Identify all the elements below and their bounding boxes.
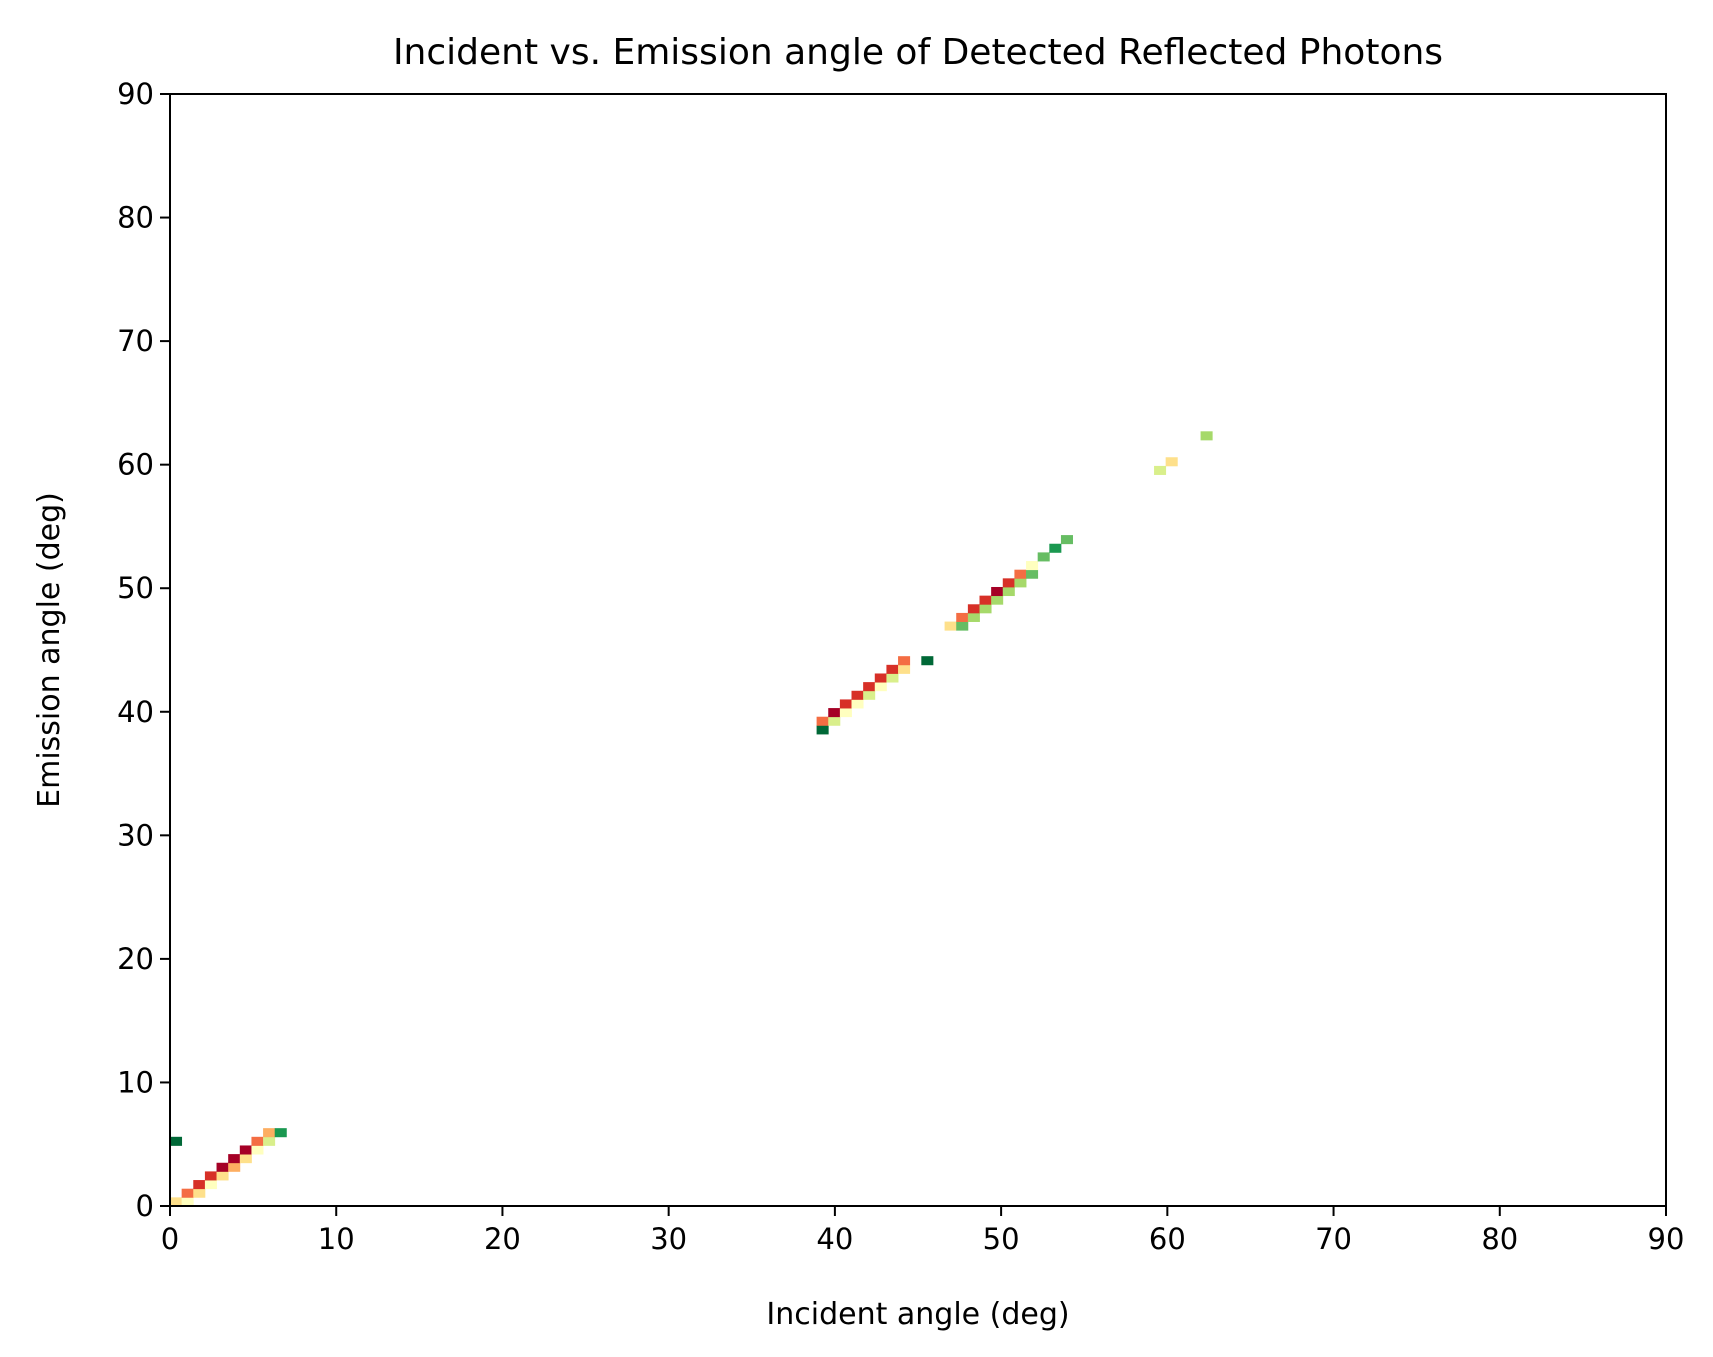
y-tick-label: 60 — [117, 448, 154, 482]
x-axis-label: Incident angle (deg) — [766, 1297, 1069, 1332]
heatmap-cell — [851, 690, 864, 700]
y-tick-label: 30 — [117, 818, 154, 852]
heatmap-cell — [1049, 543, 1062, 553]
heatmap-cell — [181, 1197, 194, 1207]
heatmap-cell — [181, 1188, 194, 1198]
heatmap-cell — [991, 586, 1004, 597]
heatmap-cell — [204, 1180, 217, 1190]
x-tick-label: 20 — [484, 1222, 521, 1256]
x-tick-label: 60 — [1149, 1222, 1186, 1256]
heatmap-cell — [839, 708, 852, 718]
x-tick-label: 10 — [318, 1222, 355, 1256]
x-tick-label: 0 — [161, 1222, 179, 1256]
heatmap-cell — [886, 664, 899, 674]
heatmap-cell — [816, 725, 829, 735]
y-tick-label: 10 — [117, 1065, 154, 1099]
heatmap-cell — [228, 1154, 241, 1164]
heatmap-cell — [251, 1145, 264, 1155]
heatmap-cell — [170, 1136, 183, 1146]
heatmap-cell — [874, 682, 887, 692]
heatmap-cell — [991, 595, 1004, 605]
heatmap-cell — [1026, 561, 1039, 571]
heatmap-cell — [239, 1145, 252, 1155]
heatmap-cell — [1037, 552, 1050, 562]
heatmap-cell — [204, 1171, 217, 1181]
heatmap-cell — [979, 604, 992, 614]
y-tick-label: 20 — [117, 942, 154, 976]
heatmap-cell — [944, 621, 957, 631]
heatmap-cell — [1002, 578, 1015, 588]
heatmap-cell — [828, 716, 841, 726]
heatmap-cell — [886, 673, 899, 683]
heatmap-cell — [274, 1128, 287, 1138]
heatmap-cell — [967, 604, 980, 614]
heatmap-cell — [1165, 457, 1178, 467]
axis-ticks: 0 10 20 30 40 50 60 70 80 90 0 10 20 30 40 50 60 70 80 90 — [117, 77, 1684, 1256]
heatmap-cell — [1200, 431, 1213, 441]
heatmap-cell — [216, 1171, 229, 1181]
heatmap-cells — [170, 431, 1213, 1207]
heatmap-cell — [1026, 569, 1039, 579]
y-tick-label: 0 — [136, 1189, 154, 1223]
y-tick-label: 40 — [117, 695, 154, 729]
heatmap-cell — [263, 1136, 276, 1146]
heatmap-cell — [1002, 586, 1015, 597]
x-tick-label: 80 — [1481, 1222, 1518, 1256]
heatmap-cell — [898, 656, 911, 666]
heatmap-cell — [921, 656, 934, 666]
chart-title: Incident vs. Emission angle of Detected … — [393, 32, 1443, 73]
heatmap-cell — [1060, 535, 1073, 545]
heatmap-cell — [967, 612, 980, 622]
heatmap-cell — [1014, 578, 1027, 588]
heatmap-cell — [863, 682, 876, 692]
x-tick-label: 50 — [983, 1222, 1020, 1256]
y-tick-label: 80 — [117, 201, 154, 235]
heatmap-cell — [828, 708, 841, 718]
heatmap-cell — [874, 673, 887, 683]
y-tick-label: 90 — [117, 77, 154, 111]
heatmap-cell — [1014, 569, 1027, 579]
heatmap-cell — [239, 1154, 252, 1164]
x-tick-label: 40 — [816, 1222, 853, 1256]
heatmap-cell — [956, 612, 969, 622]
heatmap-cell — [193, 1188, 206, 1198]
heatmap-cell — [979, 595, 992, 605]
heatmap-cell — [863, 690, 876, 700]
heatmap-cell — [816, 716, 829, 726]
heatmap-cell — [851, 699, 864, 709]
y-axis-label: Emission angle (deg) — [32, 492, 67, 808]
x-tick-label: 70 — [1315, 1222, 1352, 1256]
x-tick-label: 30 — [650, 1222, 687, 1256]
heatmap-cell — [216, 1162, 229, 1172]
heatmap-cell — [251, 1136, 264, 1146]
heatmap-cell — [228, 1162, 241, 1172]
heatmap-cell — [170, 1197, 183, 1207]
plot-frame — [169, 93, 1667, 1207]
heatmap-cell — [1154, 465, 1167, 475]
x-tick-label: 90 — [1648, 1222, 1685, 1256]
heatmap-cell — [956, 621, 969, 631]
y-tick-label: 70 — [117, 324, 154, 358]
heatmap-cell — [839, 699, 852, 709]
heatmap-cell — [898, 664, 911, 674]
heatmap-cell — [263, 1128, 276, 1138]
y-tick-label: 50 — [117, 571, 154, 605]
heatmap-cell — [193, 1180, 206, 1190]
